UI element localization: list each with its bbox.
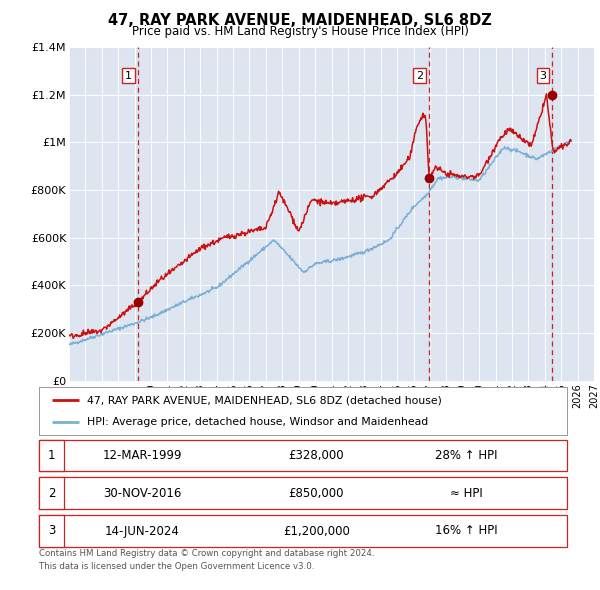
Text: 47, RAY PARK AVENUE, MAIDENHEAD, SL6 8DZ (detached house): 47, RAY PARK AVENUE, MAIDENHEAD, SL6 8DZ… bbox=[86, 395, 442, 405]
Text: 28% ↑ HPI: 28% ↑ HPI bbox=[435, 449, 497, 462]
Text: This data is licensed under the Open Government Licence v3.0.: This data is licensed under the Open Gov… bbox=[39, 562, 314, 571]
Text: 2: 2 bbox=[416, 71, 423, 80]
Bar bbox=[69, 47, 138, 381]
Text: 3: 3 bbox=[539, 71, 547, 80]
Text: 12-MAR-1999: 12-MAR-1999 bbox=[103, 449, 182, 462]
Text: Contains HM Land Registry data © Crown copyright and database right 2024.: Contains HM Land Registry data © Crown c… bbox=[39, 549, 374, 558]
Text: Price paid vs. HM Land Registry's House Price Index (HPI): Price paid vs. HM Land Registry's House … bbox=[131, 25, 469, 38]
Text: HPI: Average price, detached house, Windsor and Maidenhead: HPI: Average price, detached house, Wind… bbox=[86, 417, 428, 427]
Text: 47, RAY PARK AVENUE, MAIDENHEAD, SL6 8DZ: 47, RAY PARK AVENUE, MAIDENHEAD, SL6 8DZ bbox=[108, 13, 492, 28]
Bar bbox=[138, 47, 428, 381]
Text: 14-JUN-2024: 14-JUN-2024 bbox=[105, 525, 179, 537]
Text: 1: 1 bbox=[125, 71, 132, 80]
Bar bbox=[428, 47, 552, 381]
Text: 1: 1 bbox=[48, 449, 55, 462]
Text: 16% ↑ HPI: 16% ↑ HPI bbox=[435, 525, 497, 537]
Text: £850,000: £850,000 bbox=[289, 487, 344, 500]
Text: £1,200,000: £1,200,000 bbox=[283, 525, 350, 537]
Text: 30-NOV-2016: 30-NOV-2016 bbox=[103, 487, 181, 500]
Text: 3: 3 bbox=[48, 525, 55, 537]
Text: ≈ HPI: ≈ HPI bbox=[450, 487, 482, 500]
Text: £328,000: £328,000 bbox=[289, 449, 344, 462]
Bar bbox=[552, 47, 594, 381]
Text: 2: 2 bbox=[48, 487, 55, 500]
